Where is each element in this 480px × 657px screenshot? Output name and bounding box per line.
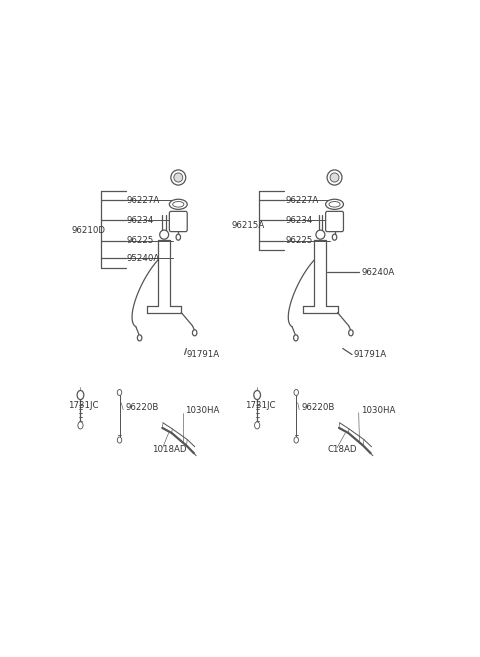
Circle shape xyxy=(254,422,260,429)
Text: 1731JC: 1731JC xyxy=(245,401,276,409)
Circle shape xyxy=(117,390,122,396)
Circle shape xyxy=(192,330,197,336)
Circle shape xyxy=(348,330,353,336)
Ellipse shape xyxy=(173,202,184,207)
Ellipse shape xyxy=(330,173,339,182)
Text: 96234: 96234 xyxy=(285,216,312,225)
Ellipse shape xyxy=(325,199,344,210)
Ellipse shape xyxy=(171,170,186,185)
Text: C18AD: C18AD xyxy=(328,445,357,454)
Ellipse shape xyxy=(160,230,168,239)
Text: 96220B: 96220B xyxy=(125,403,158,412)
Text: 96215A: 96215A xyxy=(231,221,264,230)
Circle shape xyxy=(77,390,84,399)
Circle shape xyxy=(78,422,83,429)
Text: 1018AD: 1018AD xyxy=(152,445,187,454)
Text: 96227A: 96227A xyxy=(127,196,160,205)
Text: 96240A: 96240A xyxy=(361,267,395,277)
Circle shape xyxy=(332,234,337,240)
Text: 96227A: 96227A xyxy=(285,196,318,205)
Circle shape xyxy=(137,335,142,341)
Circle shape xyxy=(294,390,299,396)
Text: 96220B: 96220B xyxy=(301,403,335,412)
Text: 96225: 96225 xyxy=(127,237,155,245)
Text: 95240A: 95240A xyxy=(127,254,160,263)
Ellipse shape xyxy=(174,173,183,182)
Text: 96234: 96234 xyxy=(127,216,155,225)
Ellipse shape xyxy=(169,199,187,210)
FancyBboxPatch shape xyxy=(169,212,187,232)
Circle shape xyxy=(254,390,261,399)
Ellipse shape xyxy=(327,170,342,185)
FancyBboxPatch shape xyxy=(325,212,344,232)
Ellipse shape xyxy=(329,202,340,207)
Ellipse shape xyxy=(316,230,325,239)
Text: 96225: 96225 xyxy=(285,237,312,245)
Text: 1030HA: 1030HA xyxy=(360,406,395,415)
Text: 91791A: 91791A xyxy=(186,350,220,359)
Text: 96210D: 96210D xyxy=(71,226,105,235)
Text: 1030HA: 1030HA xyxy=(185,406,219,415)
Text: 91791A: 91791A xyxy=(354,350,387,359)
Text: 1731JC: 1731JC xyxy=(68,401,99,409)
Circle shape xyxy=(294,437,299,443)
Circle shape xyxy=(294,335,298,341)
Circle shape xyxy=(117,437,122,443)
Circle shape xyxy=(176,234,180,240)
